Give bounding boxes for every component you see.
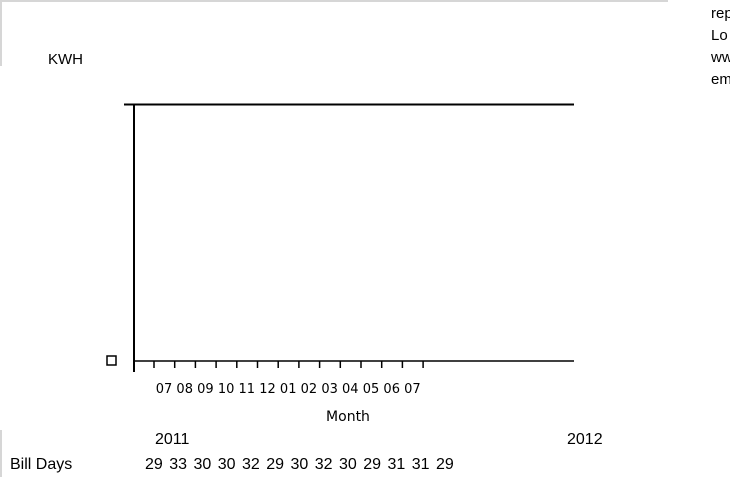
year-end: 2012 bbox=[567, 431, 603, 448]
side-note-text: rep Lo ww em bbox=[711, 3, 730, 91]
frame-top-border bbox=[0, 0, 668, 2]
bill-days-value: 30 bbox=[217, 456, 242, 473]
bill-days-value: 29 bbox=[363, 456, 388, 473]
bill-days-value: 29 bbox=[145, 456, 170, 473]
x-tick-label: 06 bbox=[383, 382, 400, 397]
bill-days-value: 30 bbox=[290, 456, 315, 473]
x-tick-label: 07 bbox=[156, 382, 173, 397]
x-axis-label: Month bbox=[326, 409, 370, 425]
bill-days-values: 29 33 30 30 32 29 30 32 30 29 31 31 29 bbox=[145, 456, 454, 474]
side-note-line: Lo bbox=[711, 27, 728, 44]
x-tick-label: 08 bbox=[176, 382, 193, 397]
x-tick-label: 07 bbox=[404, 382, 421, 397]
side-note-line: em bbox=[711, 71, 730, 88]
side-note-line: rep bbox=[711, 5, 730, 22]
frame-left-border-lower bbox=[0, 430, 2, 477]
bill-days-value: 32 bbox=[314, 456, 339, 473]
x-tick-label: 05 bbox=[363, 382, 380, 397]
y-axis-label: KWH bbox=[48, 51, 83, 68]
x-tick-label: 12 bbox=[259, 382, 276, 397]
x-tick-label: 02 bbox=[301, 382, 318, 397]
y-zero-tick-marker bbox=[106, 355, 117, 366]
x-tick-label: 10 bbox=[218, 382, 235, 397]
x-tick-label: 01 bbox=[280, 382, 297, 397]
bill-days-value: 29 bbox=[436, 456, 454, 473]
bill-days-value: 32 bbox=[242, 456, 267, 473]
bill-days-value: 31 bbox=[411, 456, 436, 473]
side-note-line: ww bbox=[711, 49, 730, 66]
bill-days-label: Bill Days bbox=[10, 456, 73, 473]
x-tick-label: 11 bbox=[239, 382, 256, 397]
x-tick-label: 09 bbox=[197, 382, 214, 397]
bill-days-value: 33 bbox=[169, 456, 194, 473]
frame-left-border bbox=[0, 0, 2, 66]
x-ticks: 07 08 09 10 11 12 01 02 03 04 05 06 07 bbox=[133, 361, 424, 397]
x-tick-label: 04 bbox=[342, 382, 359, 397]
bill-days-value: 31 bbox=[387, 456, 412, 473]
bill-days-value: 29 bbox=[266, 456, 291, 473]
x-tick-label: 03 bbox=[321, 382, 338, 397]
year-start: 2011 bbox=[155, 431, 190, 448]
bill-days-value: 30 bbox=[193, 456, 218, 473]
bill-days-value: 30 bbox=[339, 456, 364, 473]
